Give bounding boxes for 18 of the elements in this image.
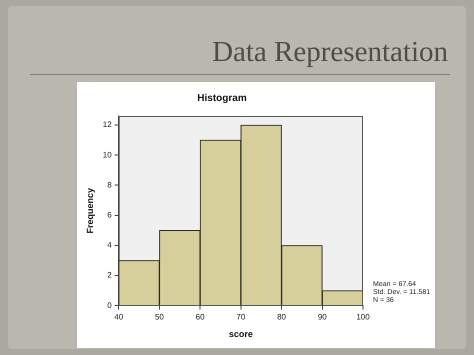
chart-subtitle: Histogram (197, 92, 247, 104)
x-tick-label: 60 (196, 312, 206, 322)
y-tick-label: 12 (102, 120, 112, 130)
y-tick-label: 10 (102, 150, 112, 160)
x-tick-label: 80 (277, 312, 287, 322)
x-tick-label: 100 (356, 312, 370, 322)
x-tick-label: 90 (318, 312, 328, 322)
y-tick-label: 4 (107, 240, 112, 250)
y-tick-label: 0 (107, 300, 112, 310)
x-tick-label: 70 (236, 312, 246, 322)
x-axis-title: score (228, 329, 253, 340)
chart-title: Data Representation (212, 36, 448, 69)
x-tick-label: 40 (114, 312, 124, 322)
y-axis-title: Frequency (84, 188, 95, 234)
x-tick-label: 50 (154, 312, 164, 322)
y-tick-label: 2 (107, 270, 112, 280)
y-tick-label: 6 (107, 210, 112, 220)
y-tick-label: 8 (107, 180, 112, 190)
